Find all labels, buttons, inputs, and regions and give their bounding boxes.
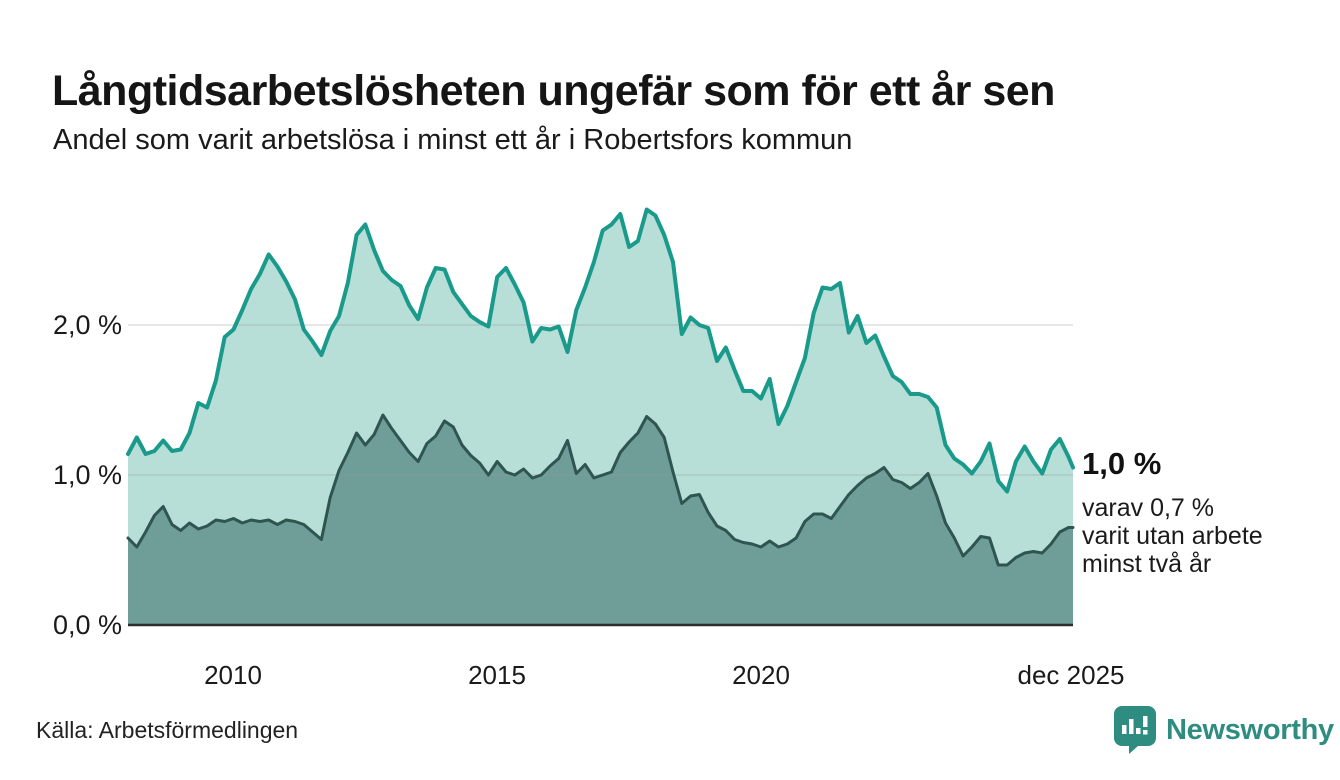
chart-subtitle: Andel som varit arbetslösa i minst ett å… [53, 124, 853, 156]
detail-line-3: minst två år [1082, 550, 1212, 578]
latest-value-label: 1,0 % [1082, 446, 1162, 481]
newsworthy-wordmark: Newsworthy [1166, 713, 1334, 746]
newsworthy-logo[interactable]: Newsworthy [1113, 705, 1334, 755]
detail-line-2: varit utan arbete [1082, 522, 1263, 550]
x-axis-tick-2015: 2015 [468, 660, 526, 690]
source-credit: Källa: Arbetsförmedlingen [36, 717, 299, 743]
x-axis-tick-2020: 2020 [732, 660, 790, 690]
x-axis-tick-2010: 2010 [204, 660, 262, 690]
y-axis-tick-2: 2,0 % [52, 310, 122, 340]
newsworthy-bubble-icon [1114, 706, 1156, 754]
chart-title: Långtidsarbetslösheten ungefär som för e… [52, 66, 1055, 115]
x-axis-tick-dec-2025: dec 2025 [1017, 660, 1125, 690]
y-axis-tick-0: 0,0 % [52, 610, 122, 640]
latest-value-detail: varav 0,7 % varit utan arbete minst två … [1082, 494, 1263, 578]
y-axis-tick-1: 1,0 % [52, 460, 122, 490]
detail-line-1: varav 0,7 % [1082, 494, 1215, 522]
